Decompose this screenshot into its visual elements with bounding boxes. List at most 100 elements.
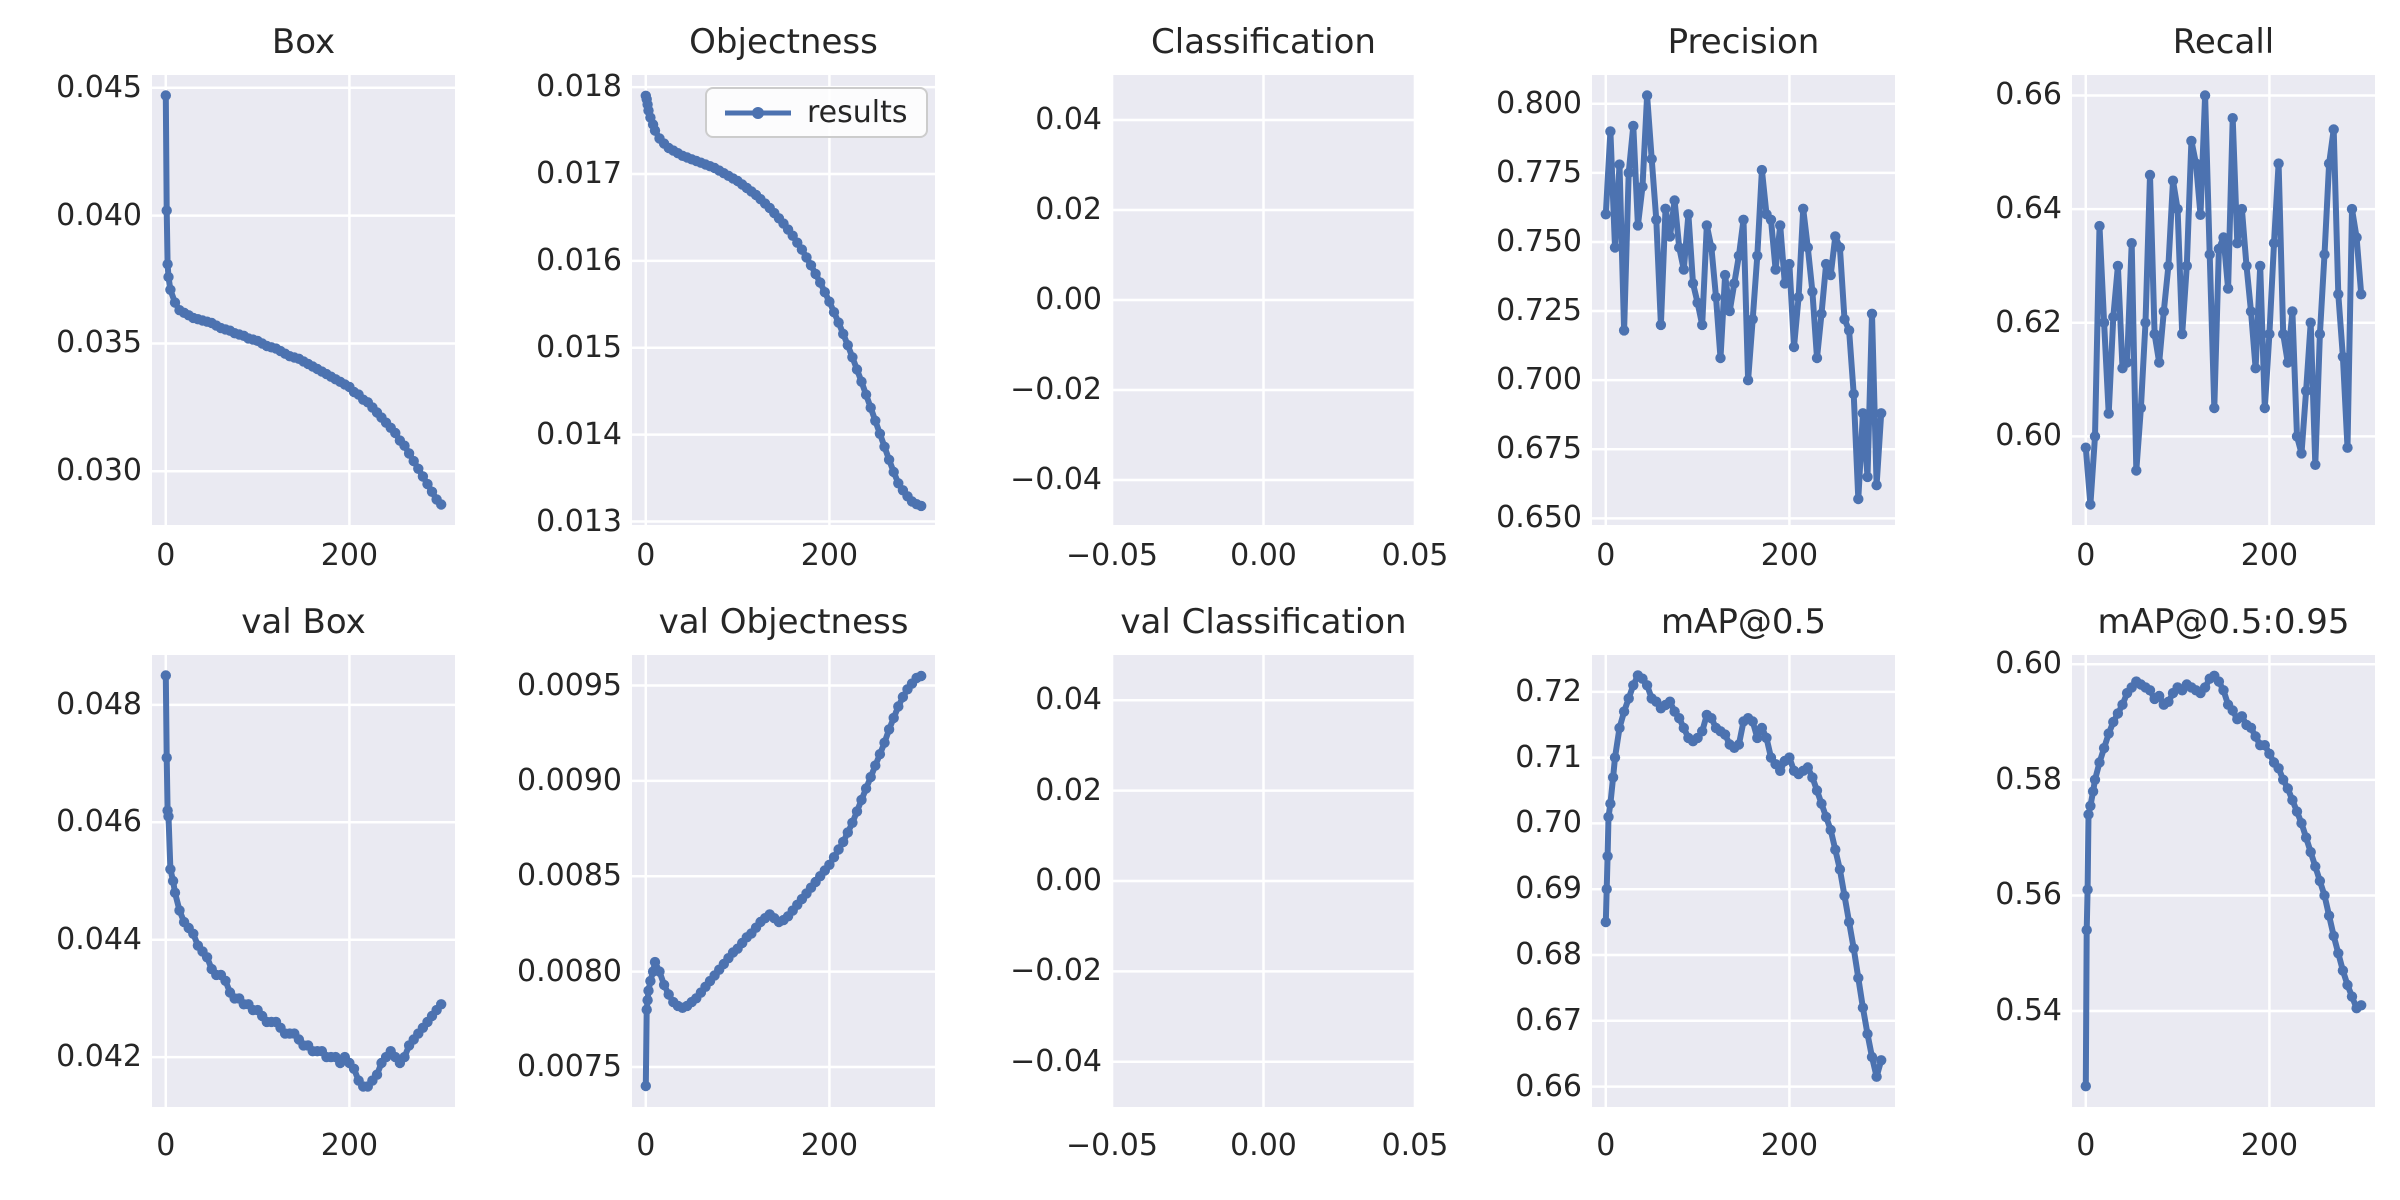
data-point-marker: [1719, 729, 1731, 740]
data-point-marker: [2259, 740, 2270, 751]
data-point-marker: [413, 463, 424, 474]
data-point-marker: [2131, 465, 2142, 476]
data-point-marker: [833, 317, 844, 328]
data-point-marker: [2241, 260, 2252, 272]
data-point-marker: [2227, 113, 2238, 124]
data-point-marker: [2300, 385, 2312, 397]
data-point-marker: [2356, 1000, 2367, 1011]
data-point-marker: [1834, 864, 1846, 875]
data-point-marker: [842, 340, 853, 351]
data-point-marker: [2300, 832, 2312, 843]
y-tick-label: 0.0075: [517, 1048, 622, 1084]
data-point-marker: [1632, 220, 1644, 231]
data-point-marker: [399, 440, 410, 451]
data-point-marker: [371, 1069, 383, 1080]
data-point-marker: [160, 670, 171, 681]
data-point-marker: [1602, 851, 1613, 862]
data-point-marker: [161, 752, 172, 763]
data-point-marker: [2310, 861, 2321, 872]
y-tick-label: −0.02: [1010, 953, 1102, 989]
data-point-marker: [641, 1004, 652, 1015]
y-tick-label: 0.042: [56, 1039, 142, 1075]
data-point-marker: [2305, 317, 2316, 328]
data-point-marker: [1628, 680, 1639, 691]
data-point-marker: [2310, 459, 2321, 470]
x-tick-label: 0.05: [1381, 538, 1449, 573]
data-point-marker: [2245, 306, 2257, 317]
data-point-marker: [1674, 713, 1685, 724]
data-point-marker: [2250, 363, 2261, 374]
data-point-marker: [654, 966, 665, 977]
data-point-marker: [1761, 732, 1772, 744]
data-point-marker: [1756, 164, 1768, 176]
data-point-marker: [1784, 258, 1795, 270]
data-point-marker: [2108, 311, 2119, 323]
data-point-marker: [2328, 930, 2339, 942]
data-point-marker: [1628, 120, 1639, 132]
data-point-marker: [2291, 431, 2303, 442]
y-tick-label: 0.046: [56, 804, 142, 840]
data-point-marker: [1623, 693, 1634, 704]
data-point-marker: [1857, 1002, 1869, 1013]
data-point-marker: [2333, 948, 2344, 959]
axes-area: [1112, 655, 1415, 1107]
data-point-marker: [2186, 135, 2197, 147]
data-point-marker: [2098, 742, 2110, 754]
data-point-marker: [169, 887, 181, 898]
y-tick-label: 0.750: [1496, 223, 1582, 259]
subplot-title: Classification: [1151, 22, 1376, 62]
data-point-marker: [1669, 195, 1680, 206]
y-tick-label: 0.030: [56, 453, 142, 489]
data-point-marker: [842, 827, 853, 838]
data-point-marker: [870, 760, 881, 771]
y-tick-label: 0.02: [1035, 192, 1102, 227]
y-tick-label: 0.0095: [517, 667, 622, 703]
data-point-marker: [1706, 242, 1717, 253]
data-point-marker: [2163, 696, 2174, 707]
x-tick-label: 0: [156, 1128, 176, 1163]
y-tick-label: 0.02: [1035, 772, 1102, 808]
data-point-marker: [1733, 250, 1745, 261]
data-point-marker: [1609, 752, 1621, 763]
x-tick-label: 0: [636, 538, 656, 573]
y-tick-label: 0.69: [1515, 871, 1582, 907]
x-tick-label: 0: [2076, 538, 2096, 573]
y-tick-label: 0.04: [1035, 682, 1102, 718]
x-tick-label: 0: [1596, 538, 1616, 573]
x-tick-label: 0.05: [1381, 1128, 1449, 1163]
data-point-marker: [640, 1080, 651, 1092]
data-point-marker: [2085, 499, 2096, 510]
data-point-marker: [2135, 402, 2147, 414]
data-point-marker: [1862, 471, 1873, 483]
data-point-marker: [2282, 357, 2293, 368]
data-point-marker: [2278, 774, 2289, 785]
y-tick-label: 0.60: [1995, 646, 2062, 682]
y-tick-label: 0.0090: [517, 762, 622, 798]
data-point-marker: [1655, 319, 1667, 331]
data-point-marker: [417, 471, 429, 482]
data-point-marker: [663, 989, 674, 1000]
data-point-marker: [2218, 685, 2229, 696]
data-point-marker: [1605, 798, 1616, 809]
data-point-marker: [1692, 297, 1703, 308]
data-point-marker: [2085, 800, 2096, 812]
data-point-marker: [1848, 388, 1859, 400]
data-point-marker: [2337, 351, 2349, 362]
data-point-marker: [2255, 260, 2266, 272]
x-tick-label: 0: [2076, 1128, 2096, 1163]
subplot-title: Precision: [1667, 22, 1820, 62]
data-point-marker: [2259, 402, 2270, 414]
data-point-marker: [1738, 214, 1749, 225]
data-point-marker: [828, 852, 840, 863]
data-point-marker: [2199, 90, 2211, 101]
data-point-marker: [2121, 357, 2133, 368]
y-tick-label: 0.0080: [517, 953, 622, 989]
y-tick-label: 0.0085: [517, 858, 622, 894]
data-point-marker: [426, 486, 438, 497]
data-point-marker: [824, 296, 835, 307]
data-point-marker: [2282, 783, 2293, 794]
data-point-marker: [810, 268, 821, 280]
data-point-marker: [2181, 260, 2192, 272]
data-point-marker: [2356, 289, 2367, 300]
data-point-marker: [1839, 314, 1850, 325]
